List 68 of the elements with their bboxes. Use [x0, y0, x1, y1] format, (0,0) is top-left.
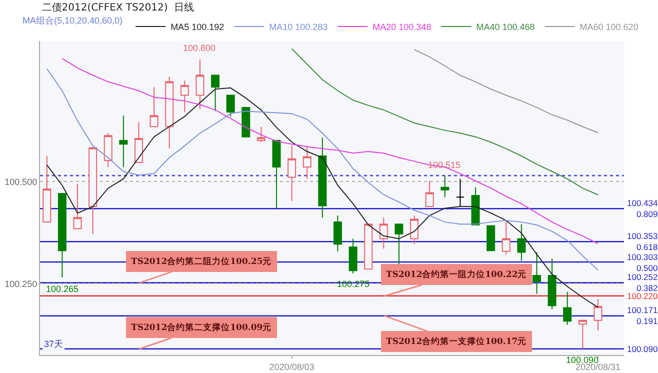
annotation: 100.515 [428, 160, 461, 170]
line-series [414, 49, 598, 134]
annotation: 100.800 [183, 43, 216, 53]
ref-line-label: 100.171 0.191 [627, 305, 658, 326]
annotation: 100.265 [46, 284, 79, 294]
candlestick [211, 74, 220, 112]
ref-line-label: 100.220 [627, 291, 658, 301]
candlestick [425, 180, 434, 208]
x-tick-label: 2020/08/03 [269, 362, 314, 372]
annotation: TS2012合约第二阻力位100.25元 [131, 256, 272, 267]
candlestick [73, 183, 82, 230]
annotation: TS2012合约第一支撑位100.17元 [386, 336, 527, 347]
ref-line-label: 100.090 [627, 344, 658, 354]
candlestick [196, 58, 204, 110]
candlestick [104, 132, 112, 168]
y-tick-label: 100.250 [4, 278, 38, 289]
candlestick [272, 140, 281, 209]
candlestick [410, 215, 419, 245]
y-tick-label: 100.500 [4, 176, 38, 187]
candlestick [486, 225, 496, 252]
line-series [291, 48, 598, 196]
candlestick [517, 224, 526, 262]
candlestick [180, 80, 189, 112]
candlestick [333, 215, 342, 252]
candlestick [364, 224, 373, 270]
candlestick [594, 298, 602, 332]
candlestick [532, 252, 541, 294]
annotation: TS2012合约第二支撑位100.09元 [131, 322, 272, 333]
candlestick [563, 291, 572, 326]
ref-line-label: 100.303 0.500 [627, 252, 658, 274]
candlestick [150, 86, 158, 128]
candlestick [379, 217, 388, 250]
annotation: 37天 [44, 339, 64, 349]
candlestick [119, 115, 128, 168]
candlestick [165, 76, 174, 150]
legend-title: MA组合(5,10,20,40,60,0) [22, 16, 123, 26]
candlestick [226, 94, 235, 117]
ref-line-label: 100.434 0.809 [627, 198, 658, 220]
legend-label: MA20 100.348 [372, 22, 432, 32]
candlestick [288, 145, 296, 202]
candlestick [42, 156, 52, 223]
candlestick [302, 146, 312, 180]
candlestick [394, 224, 404, 265]
annotation: TS2012合约第一阻力位100.22元 [386, 269, 527, 280]
line-series [46, 87, 598, 308]
candlestick [471, 186, 480, 226]
ref-line-label: 100.252 0.382 [627, 272, 658, 294]
candlestick [440, 175, 450, 198]
line-series [46, 68, 598, 271]
candlestick [88, 146, 98, 234]
candlestick [502, 220, 510, 255]
annotation: 100.090 [566, 355, 599, 365]
ref-line-label: 100.353 0.618 [627, 231, 658, 252]
candlestick [548, 258, 556, 310]
candlestick [456, 178, 464, 208]
chart-title: 二债2012(CFFEX TS2012) 日线 [42, 2, 194, 14]
legend-label: MA60 100.620 [580, 22, 638, 32]
candlestick [256, 126, 266, 143]
legend-label: MA10 100.283 [269, 22, 328, 32]
candlestick [348, 238, 358, 274]
candlestick [578, 320, 587, 350]
candlestick [242, 106, 250, 138]
legend-label: MA5 100.192 [170, 22, 224, 32]
candlestick [134, 122, 143, 164]
line-series [62, 58, 598, 244]
candlestick [58, 193, 66, 278]
legend-label: MA40 100.468 [476, 22, 535, 32]
candlestick [318, 137, 327, 218]
